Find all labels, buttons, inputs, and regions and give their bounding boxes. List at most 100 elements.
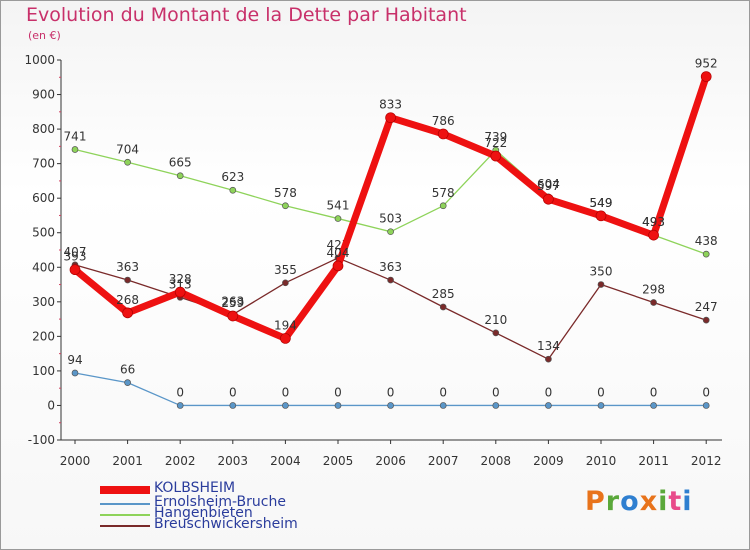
series-kolbsheim: 393 268 328 259 194 404 833 786 722 597 549 493 952: [64, 57, 718, 344]
data-point: [122, 307, 133, 319]
data-point: [387, 228, 394, 236]
x-tick-label: 2002: [165, 454, 196, 468]
data-point: [229, 186, 237, 194]
data-label: 328: [169, 272, 192, 286]
x-tick-label: 2004: [270, 454, 301, 468]
data-label: 786: [432, 114, 455, 128]
data-label: 363: [379, 260, 402, 274]
data-point: [492, 329, 500, 337]
data-label: 0: [387, 385, 395, 399]
data-label: 952: [695, 57, 718, 71]
logo-letter: t: [668, 486, 683, 517]
data-point: [648, 229, 659, 241]
data-label: 623: [221, 170, 244, 184]
data-label: 438: [695, 234, 718, 248]
data-label: 665: [169, 156, 192, 170]
x-tick-label: 2008: [481, 454, 512, 468]
legend-swatch: [100, 486, 150, 494]
x-tick-label: 2001: [112, 454, 143, 468]
data-label: 259: [221, 296, 244, 310]
legend-label: Hangenbieten: [154, 505, 253, 521]
data-label: 0: [282, 385, 290, 399]
data-label: 0: [650, 385, 658, 399]
data-label: 549: [590, 196, 613, 210]
data-point: [124, 276, 131, 284]
data-label: 407: [64, 245, 87, 259]
logo-letter: x: [639, 486, 659, 517]
x-tick-label: 2011: [638, 454, 669, 468]
data-label: 298: [642, 283, 665, 297]
data-point: [437, 128, 449, 140]
data-label: 268: [116, 293, 139, 307]
data-point: [597, 281, 605, 288]
data-point: [332, 260, 344, 272]
data-point: [334, 402, 342, 409]
legend-label: KOLBSHEIM: [154, 480, 236, 496]
data-point: [490, 150, 502, 162]
data-point: [227, 310, 239, 322]
data-label: 363: [116, 260, 139, 274]
series-hangenbieten: 741 704 665 623 578 541 503 578 739 604 549 493 438: [64, 129, 718, 258]
data-point: [702, 402, 710, 409]
data-point: [334, 215, 342, 222]
y-tick-label: 400: [32, 260, 55, 274]
data-label: 0: [334, 385, 342, 399]
y-tick-label: 300: [32, 295, 55, 309]
data-point: [69, 264, 81, 276]
data-label: 722: [484, 136, 507, 150]
x-tick-label: 2009: [533, 454, 564, 468]
data-point: [702, 250, 710, 258]
data-point: [176, 172, 184, 180]
x-tick-label: 2007: [428, 454, 459, 468]
data-point: [174, 286, 186, 298]
data-point: [650, 402, 657, 409]
data-label: 94: [67, 353, 82, 367]
data-point: [700, 71, 712, 82]
data-label: 597: [537, 179, 560, 193]
data-label: 0: [702, 385, 710, 399]
data-point: [282, 402, 289, 409]
legend-label: Ernolsheim-Bruche: [154, 494, 286, 510]
data-point: [280, 333, 291, 344]
data-label: 393: [64, 250, 87, 264]
data-label: 541: [327, 199, 350, 213]
y-tick-label: 200: [32, 329, 55, 343]
data-point: [595, 210, 607, 222]
data-point: [439, 303, 447, 311]
data-point: [124, 158, 131, 166]
data-point: [439, 402, 447, 409]
data-label: 210: [484, 313, 507, 327]
x-tick-label: 2010: [586, 454, 617, 468]
data-point: [543, 193, 554, 205]
data-label: 134: [537, 339, 560, 353]
logo-letter: i: [682, 486, 693, 517]
x-tick-label: 2000: [60, 454, 91, 468]
y-tick-label: 0: [47, 398, 55, 412]
data-point: [702, 316, 710, 324]
data-point: [597, 402, 605, 409]
data-label: 578: [274, 186, 297, 200]
y-tick-label: 700: [32, 157, 55, 171]
data-label: 0: [492, 385, 500, 399]
data-point: [282, 279, 289, 287]
logo-letter: P: [585, 486, 606, 517]
data-point: [492, 402, 500, 409]
data-point: [385, 112, 396, 124]
y-tick-label: -100: [28, 433, 55, 447]
data-label: 0: [597, 385, 605, 399]
data-label: 503: [379, 212, 402, 226]
data-point: [545, 402, 552, 409]
data-label: 0: [545, 385, 553, 399]
data-label: 704: [116, 142, 139, 156]
data-label: 355: [274, 263, 297, 277]
data-label: 350: [590, 265, 613, 279]
y-tick-label: 100: [32, 364, 55, 378]
data-point: [71, 369, 79, 377]
data-label: 263: [221, 295, 244, 309]
data-point: [176, 402, 184, 409]
data-label: 0: [439, 385, 447, 399]
data-point: [439, 202, 447, 210]
